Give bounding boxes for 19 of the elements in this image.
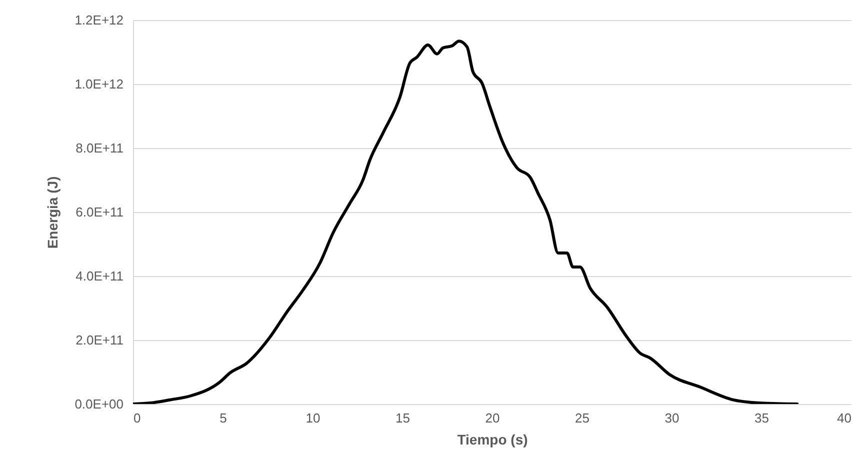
y-tick-label: 4.0E+11 bbox=[76, 268, 124, 284]
x-tick-label: 20 bbox=[485, 410, 500, 426]
x-tick-label: 30 bbox=[664, 410, 680, 426]
x-tick-label: 40 bbox=[837, 410, 852, 426]
y-tick-label: 0.0E+00 bbox=[74, 396, 124, 412]
x-tick-label: 25 bbox=[575, 410, 590, 426]
y-tick-label: 1.0E+12 bbox=[74, 76, 124, 92]
x-tick-label: 15 bbox=[396, 410, 410, 426]
y-axis-title: Energia (J) bbox=[44, 176, 61, 249]
y-tick-label: 2.0E+11 bbox=[76, 332, 124, 348]
x-tick-label: 5 bbox=[220, 410, 227, 426]
y-tick-label: 8.0E+11 bbox=[76, 140, 124, 156]
line-series bbox=[133, 40, 799, 404]
y-tick-label: 6.0E+11 bbox=[76, 204, 124, 220]
x-axis-title: Tiempo (s) bbox=[457, 432, 528, 448]
x-tick-label: 0 bbox=[134, 410, 141, 426]
x-tick-label: 35 bbox=[754, 410, 769, 426]
y-tick-label: 1.2E+12 bbox=[74, 12, 124, 28]
x-tick-label: 10 bbox=[306, 410, 320, 426]
